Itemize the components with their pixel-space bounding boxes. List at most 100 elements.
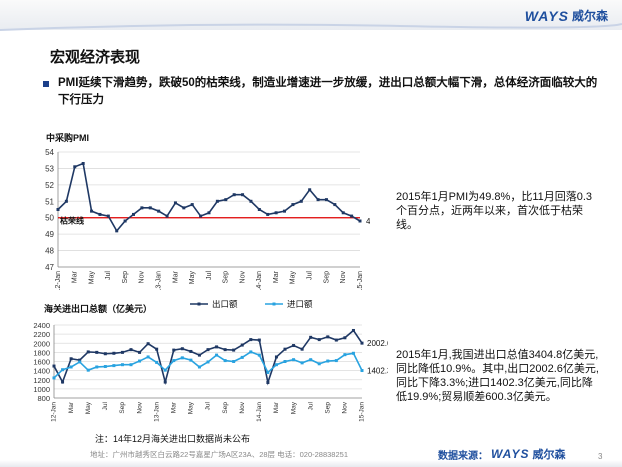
y-tick-label: 50: [45, 214, 54, 223]
x-tick-label: Mar: [72, 270, 79, 283]
data-point: [52, 376, 56, 380]
data-point: [317, 338, 321, 342]
brand-logo: WAYS 威尔森: [525, 7, 608, 24]
footnote: 注：14年12月海关进出口数据尚未公布: [95, 434, 251, 444]
data-point: [334, 359, 338, 363]
data-point: [132, 212, 135, 216]
data-point: [78, 360, 82, 364]
x-tick-label: Sep: [119, 402, 126, 414]
x-tick-label: May: [188, 401, 195, 414]
data-point: [292, 358, 296, 362]
data-point: [309, 358, 313, 362]
source-label: 数据来源：: [438, 450, 488, 462]
data-point: [190, 203, 194, 207]
data-source: 数据来源： WAYS 威尔森: [438, 446, 565, 462]
data-point: [112, 351, 116, 355]
pmi-chart-title: 中采购PMI: [46, 133, 90, 143]
data-point: [172, 348, 176, 352]
y-tick-label: 2000: [33, 339, 50, 348]
data-point: [274, 355, 278, 359]
data-point: [343, 353, 347, 357]
slide-title: 宏观经济表现: [50, 49, 141, 66]
data-point: [333, 203, 337, 207]
data-point: [103, 365, 107, 369]
pmi-note: 2015年1月PMI为49.8%，比11月回落0.3个百分点，近两年以来，首次低…: [396, 191, 593, 231]
data-point: [241, 193, 245, 197]
data-point: [73, 165, 77, 169]
data-point: [206, 360, 210, 364]
data-point: [257, 338, 261, 342]
data-point: [300, 361, 304, 365]
data-point: [61, 380, 65, 384]
x-tick-label: Sep: [222, 402, 229, 414]
data-point: [283, 209, 286, 213]
pmi-line-chart: 47 48 49 50 51 52 53 54 12-Jan Mar May Jul Sep Nov 13-…: [45, 148, 370, 290]
data-point: [138, 359, 142, 363]
bullet-marker: [43, 81, 49, 87]
data-point: [61, 368, 65, 372]
data-point: [266, 380, 270, 384]
series-line: [57, 162, 361, 233]
data-point: [173, 201, 177, 205]
x-tick-label: May: [189, 271, 196, 285]
data-point: [326, 359, 330, 363]
data-point: [120, 350, 124, 354]
data-point: [78, 358, 82, 362]
legend-label: 进口额: [287, 300, 313, 309]
data-point: [64, 199, 68, 203]
data-point: [112, 364, 116, 368]
data-point: [266, 370, 270, 374]
legend-label: 出口额: [212, 300, 238, 309]
data-point: [232, 193, 236, 197]
data-point: [334, 338, 338, 342]
y-tick-label: 48: [45, 247, 54, 256]
data-point: [291, 203, 295, 207]
data-point: [309, 335, 313, 339]
trade-chart-title: 海关进出口总额（亿美元）: [44, 304, 153, 314]
y-tick-label: 2200: [33, 330, 50, 339]
x-tick-label: Jul: [102, 401, 109, 410]
x-tick-label: Sep: [324, 402, 331, 414]
data-point: [197, 365, 201, 369]
y-tick-label: 51: [45, 197, 54, 206]
data-point: [240, 343, 244, 347]
data-point: [95, 365, 99, 369]
x-tick-label: Nov: [139, 271, 146, 284]
page-number: 3: [598, 452, 603, 461]
x-tick-label: Sep: [323, 271, 330, 284]
data-point: [120, 363, 124, 367]
x-tick-label: Nov: [340, 271, 347, 284]
x-tick-label: Jul: [307, 271, 314, 280]
end-value-label: 1402.3: [367, 367, 388, 376]
data-point: [360, 341, 364, 345]
data-point: [223, 359, 227, 363]
x-tick-label: May: [85, 401, 92, 414]
x-tick-label: 15-Jan: [357, 271, 364, 290]
x-tick-label: May: [290, 401, 297, 414]
x-tick-label: 14-Jan: [256, 271, 263, 290]
x-tick-label: 12-Jan: [51, 402, 58, 422]
y-tick-label: 2400: [33, 321, 50, 330]
data-point: [283, 347, 287, 351]
y-tick-label: 1600: [33, 358, 50, 367]
legend-marker: [272, 302, 276, 306]
data-point: [199, 214, 203, 218]
data-point: [317, 362, 321, 366]
x-tick-label: 15-Jan: [359, 402, 366, 422]
y-tick-label: 1800: [33, 348, 50, 357]
data-point: [351, 328, 355, 332]
x-tick-label: Nov: [136, 401, 143, 413]
source-logo-cn: 威尔森: [532, 449, 566, 461]
data-point: [351, 351, 355, 355]
x-tick-label: Sep: [223, 271, 230, 284]
data-point: [140, 206, 144, 210]
data-point: [86, 368, 90, 372]
x-tick-label: 12-Jan: [55, 271, 62, 290]
end-value-label: 49.8: [366, 217, 370, 226]
data-point: [163, 368, 167, 372]
data-point: [129, 363, 133, 367]
data-point: [90, 209, 94, 213]
y-tick-label: 1400: [33, 367, 50, 376]
data-point: [341, 211, 345, 215]
